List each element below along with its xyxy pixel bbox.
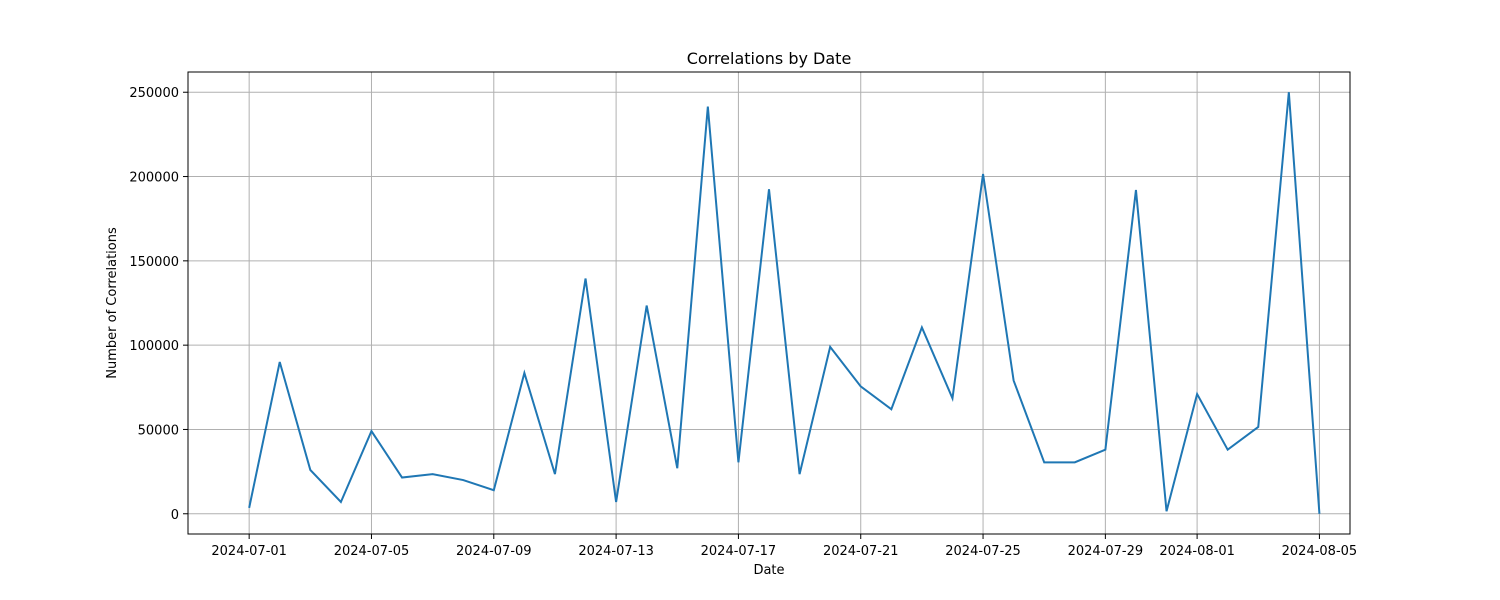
x-tick-label: 2024-07-05 — [334, 544, 410, 559]
chart-title: Correlations by Date — [687, 49, 852, 68]
y-axis: 0 50000 100000 150000 200000 250000 — [129, 86, 188, 523]
x-tick-label: 2024-07-21 — [823, 544, 899, 559]
y-tick-label: 0 — [171, 508, 179, 523]
series-line — [248, 92, 1321, 514]
plot-frame — [187, 71, 1351, 535]
x-tick-label: 2024-07-25 — [945, 544, 1021, 559]
x-tick-label: 2024-07-09 — [456, 544, 532, 559]
y-tick-label: 100000 — [129, 339, 179, 354]
x-tick-label: 2024-07-17 — [701, 544, 777, 559]
y-axis-label: Number of Correlations — [105, 227, 120, 379]
x-axis-label: Date — [753, 563, 784, 578]
y-tick-label: 200000 — [129, 171, 179, 186]
y-tick-label: 50000 — [138, 423, 179, 438]
y-tick-label: 150000 — [129, 255, 179, 270]
x-tick-label: 2024-08-01 — [1159, 544, 1235, 559]
x-tick-label: 2024-07-29 — [1068, 544, 1144, 559]
grid-layer — [188, 72, 1350, 534]
x-tick-label: 2024-08-05 — [1282, 544, 1358, 559]
x-axis: 2024-07-01 2024-07-05 2024-07-09 2024-07-13… — [211, 534, 1357, 559]
y-tick-label: 250000 — [129, 86, 179, 101]
x-tick-label: 2024-07-13 — [578, 544, 654, 559]
x-tick-label: 2024-07-01 — [211, 544, 287, 559]
